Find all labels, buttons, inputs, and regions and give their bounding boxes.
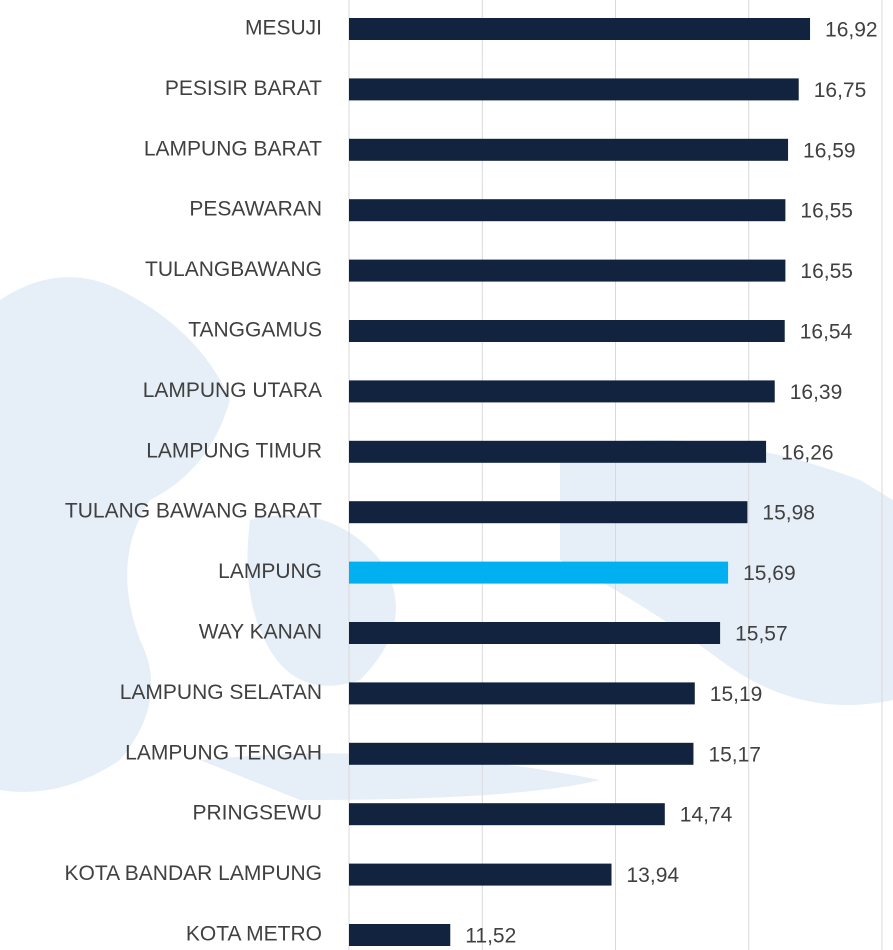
value-label: 14,74 xyxy=(680,804,733,827)
bar xyxy=(349,380,775,403)
value-label: 16,55 xyxy=(800,260,853,283)
bar xyxy=(349,924,451,946)
bar xyxy=(349,803,665,826)
category-label: LAMPUNG SELATAN xyxy=(120,681,322,704)
value-label: 16,54 xyxy=(800,321,853,344)
value-label: 16,75 xyxy=(814,79,867,102)
bar xyxy=(349,199,786,222)
value-label: 16,39 xyxy=(790,381,843,404)
bar xyxy=(349,78,799,101)
value-label: 15,69 xyxy=(743,562,796,585)
category-label: PESAWARAN xyxy=(189,198,322,221)
category-label: PRINGSEWU xyxy=(192,802,322,825)
category-label: TULANG BAWANG BARAT xyxy=(65,500,322,523)
bar xyxy=(349,138,789,161)
value-label: 15,19 xyxy=(710,683,763,706)
category-label: TANGGAMUS xyxy=(188,319,322,342)
category-label: WAY KANAN xyxy=(199,621,322,644)
value-label: 16,26 xyxy=(781,441,834,464)
value-label: 15,57 xyxy=(735,623,788,646)
bar xyxy=(349,501,748,524)
category-label: LAMPUNG TIMUR xyxy=(146,439,322,462)
bar xyxy=(349,863,612,886)
category-label: LAMPUNG xyxy=(218,560,322,583)
category-label: MESUJI xyxy=(245,17,322,40)
category-label: KOTA BANDAR LAMPUNG xyxy=(65,862,323,885)
category-label: PESISIR BARAT xyxy=(165,77,322,100)
category-label: LAMPUNG TENGAH xyxy=(125,741,322,764)
bar xyxy=(349,622,721,644)
background-map xyxy=(0,277,893,800)
value-label: 15,17 xyxy=(708,743,761,766)
category-label: KOTA METRO xyxy=(186,923,322,946)
value-label: 13,94 xyxy=(627,864,680,887)
value-label: 16,59 xyxy=(803,139,856,162)
value-label: 16,92 xyxy=(825,19,878,42)
map-shape xyxy=(0,277,230,793)
category-label: TULANGBAWANG xyxy=(145,258,322,281)
map-shape xyxy=(247,515,396,686)
map-shape xyxy=(200,753,600,800)
bar xyxy=(349,742,694,765)
bar xyxy=(349,561,729,584)
category-label: LAMPUNG BARAT xyxy=(144,137,322,160)
bar xyxy=(349,320,785,342)
bar xyxy=(349,682,695,705)
bar xyxy=(349,259,786,282)
bar xyxy=(349,18,811,40)
category-label: LAMPUNG UTARA xyxy=(143,379,322,402)
value-label: 16,55 xyxy=(800,200,853,223)
value-label: 15,98 xyxy=(762,502,815,525)
bar xyxy=(349,440,767,463)
value-label: 11,52 xyxy=(465,925,516,948)
